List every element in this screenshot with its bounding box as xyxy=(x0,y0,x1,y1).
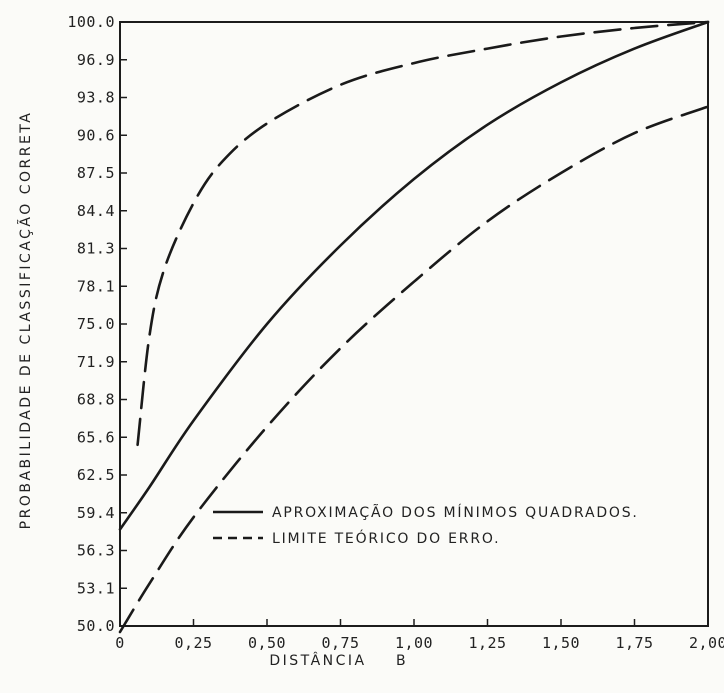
y-tick-label: 68.8 xyxy=(77,391,115,409)
y-tick-label: 84.4 xyxy=(77,202,115,220)
y-tick-label: 87.5 xyxy=(77,164,115,182)
x-tick-label: 1,00 xyxy=(395,634,433,652)
y-tick-label: 56.3 xyxy=(77,542,115,560)
y-tick-label: 53.1 xyxy=(77,579,115,597)
x-tick-label: 1,50 xyxy=(542,634,580,652)
tick-layer: 50.0 53.1 56.3 59.4 62.5 65.6 68.8 71.9 75.0 78.1… xyxy=(67,13,724,652)
y-tick-label: 71.9 xyxy=(77,353,115,371)
x-axis-title-suffix: B xyxy=(396,653,408,669)
series-line-2 xyxy=(136,20,710,447)
y-tick-label: 93.8 xyxy=(77,89,115,107)
x-tick-label: 1,75 xyxy=(615,634,653,652)
y-tick-label: 65.6 xyxy=(77,428,115,446)
x-tick-label: 0 xyxy=(115,634,125,652)
legend-label: APROXIMAÇÃO DOS MÍNIMOS QUADRADOS. xyxy=(272,504,639,521)
plot-frame xyxy=(119,21,709,627)
series-line-3 xyxy=(118,105,710,634)
legend: APROXIMAÇÃO DOS MÍNIMOS QUADRADOS. LIMITE… xyxy=(213,504,639,547)
y-tick-label: 100.0 xyxy=(67,13,115,31)
plot-area xyxy=(119,21,709,627)
y-tick-label: 90.6 xyxy=(77,126,115,144)
series-line-1 xyxy=(118,20,710,531)
x-tick-label: 1,25 xyxy=(468,634,506,652)
y-tick-label: 81.3 xyxy=(77,240,115,258)
y-tick-label: 75.0 xyxy=(77,315,115,333)
y-axis-title: PROBABILIDADE DE CLASSIFICAÇÃO CORRETA xyxy=(17,111,34,530)
series-layer xyxy=(118,20,710,634)
y-tick-label: 62.5 xyxy=(77,466,115,484)
y-tick-label: 50.0 xyxy=(77,617,115,635)
x-axis-title: DISTÂNCIA xyxy=(269,651,366,669)
x-tick-label: 0,25 xyxy=(174,634,212,652)
y-tick-label: 59.4 xyxy=(77,504,115,522)
x-tick-label: 2,00 xyxy=(689,634,724,652)
x-tick-label: 0,75 xyxy=(321,634,359,652)
y-tick-label: 96.9 xyxy=(77,51,115,69)
x-tick-label: 0,50 xyxy=(248,634,286,652)
y-tick-label: 78.1 xyxy=(77,277,115,295)
legend-label: LIMITE TEÓRICO DO ERRO. xyxy=(272,529,500,547)
